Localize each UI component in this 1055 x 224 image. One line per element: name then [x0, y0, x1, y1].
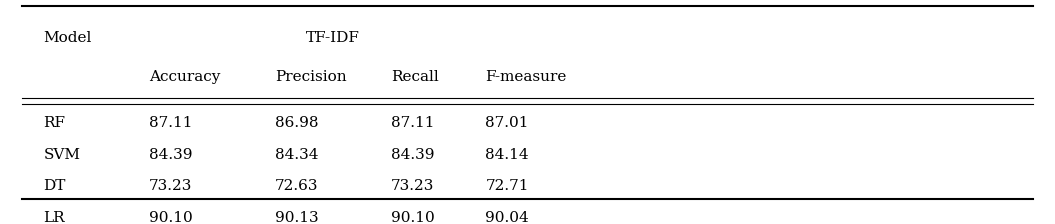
Text: 90.10: 90.10 [390, 211, 435, 224]
Text: Precision: Precision [275, 69, 347, 84]
Text: 84.39: 84.39 [390, 148, 435, 162]
Text: 90.13: 90.13 [275, 211, 319, 224]
Text: TF-IDF: TF-IDF [306, 31, 360, 45]
Text: 84.34: 84.34 [275, 148, 319, 162]
Text: 87.01: 87.01 [485, 116, 529, 130]
Text: LR: LR [43, 211, 65, 224]
Text: 72.71: 72.71 [485, 179, 529, 193]
Text: 90.10: 90.10 [149, 211, 192, 224]
Text: 87.11: 87.11 [390, 116, 435, 130]
Text: F-measure: F-measure [485, 69, 567, 84]
Text: SVM: SVM [43, 148, 80, 162]
Text: 73.23: 73.23 [149, 179, 192, 193]
Text: 90.04: 90.04 [485, 211, 530, 224]
Text: 84.14: 84.14 [485, 148, 529, 162]
Text: DT: DT [43, 179, 65, 193]
Text: Model: Model [43, 31, 92, 45]
Text: 72.63: 72.63 [275, 179, 319, 193]
Text: 86.98: 86.98 [275, 116, 319, 130]
Text: RF: RF [43, 116, 65, 130]
Text: 73.23: 73.23 [390, 179, 434, 193]
Text: Accuracy: Accuracy [149, 69, 220, 84]
Text: 84.39: 84.39 [149, 148, 192, 162]
Text: 87.11: 87.11 [149, 116, 192, 130]
Text: Recall: Recall [390, 69, 439, 84]
